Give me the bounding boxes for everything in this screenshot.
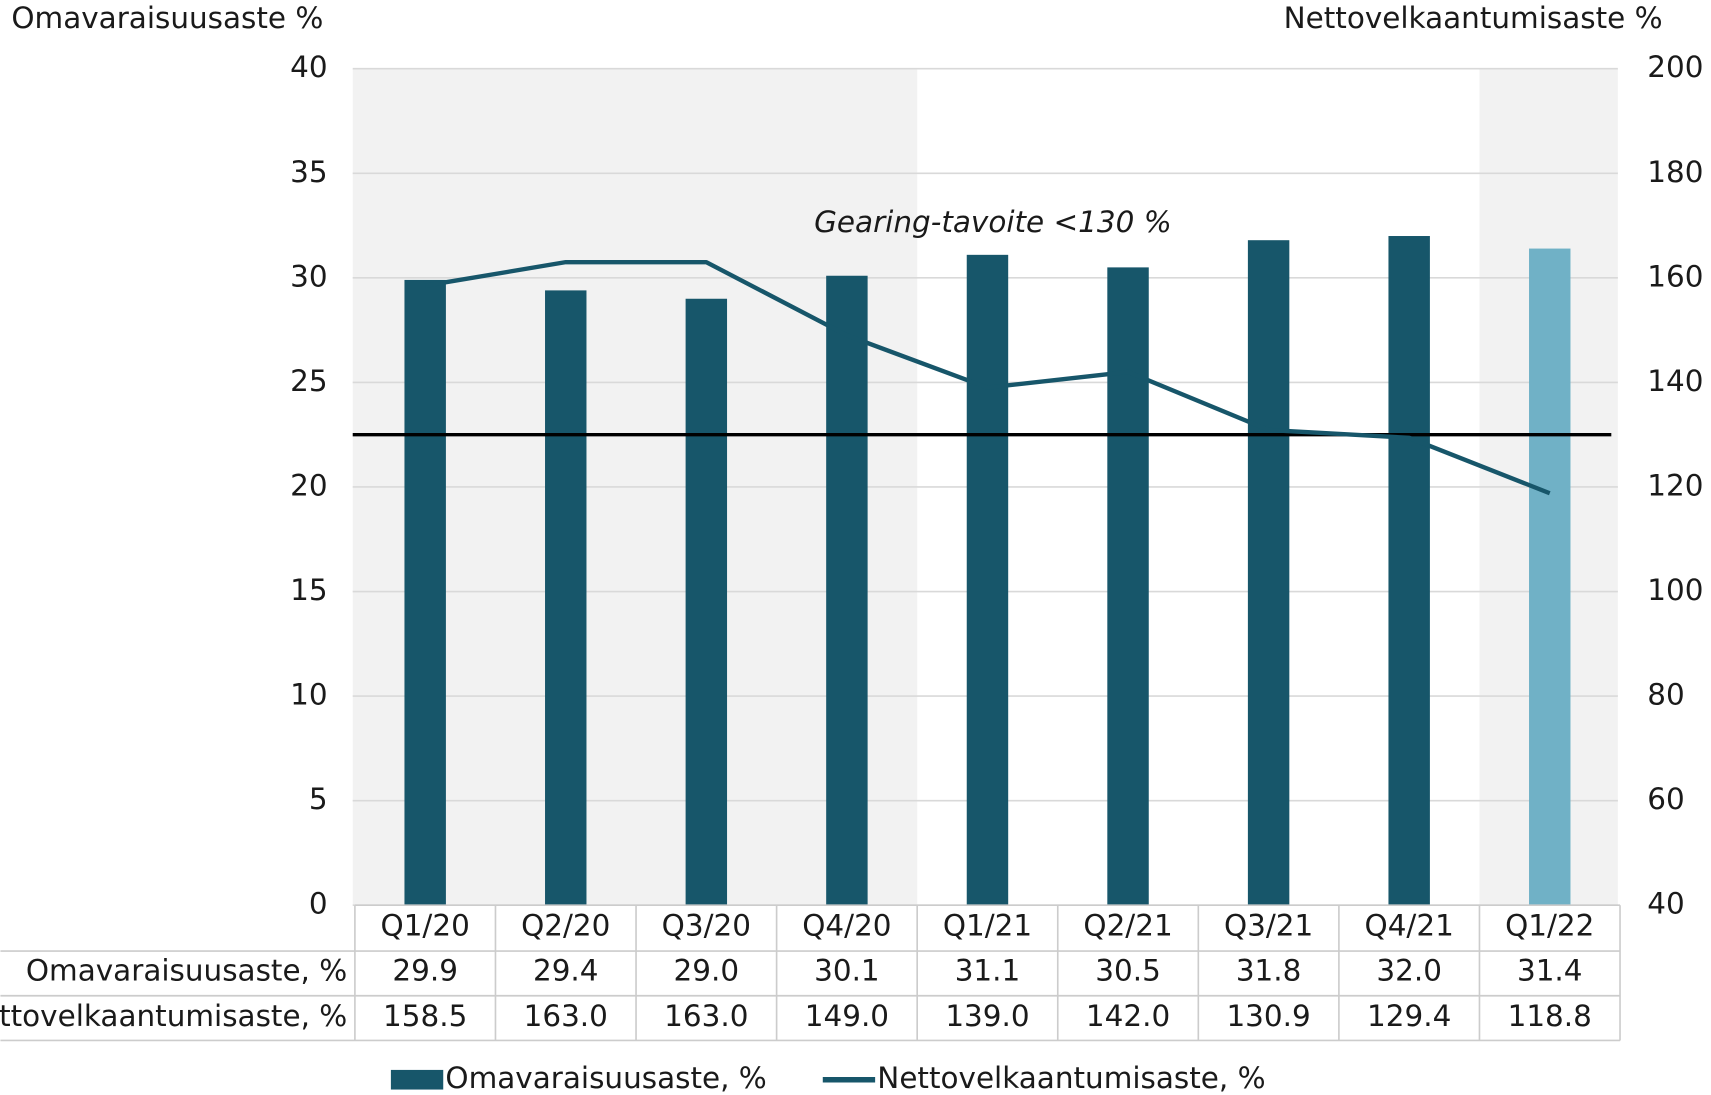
table-cell: 149.0	[805, 999, 889, 1033]
table-cell: 30.5	[1095, 953, 1161, 987]
y-tick-label: 0	[309, 887, 328, 921]
table-cell: 31.8	[1236, 953, 1302, 987]
y-tick-label: 5	[309, 782, 328, 816]
bar	[404, 279, 446, 906]
y-tick-label: 30	[290, 259, 327, 293]
x-tick-label: Q2/20	[521, 909, 610, 943]
table-cell: 31.1	[955, 953, 1021, 987]
y-tick-label: 35	[290, 155, 327, 189]
table-cell: 118.8	[1508, 999, 1592, 1033]
x-tick-label: Q1/21	[943, 909, 1032, 943]
annotation: Gearing-tavoite <130 %	[814, 205, 1172, 239]
table-cell: 142.0	[1086, 999, 1170, 1033]
bar	[545, 290, 587, 906]
y2-tick-label: 180	[1647, 155, 1703, 189]
y2-tick-label: 80	[1647, 678, 1684, 712]
x-tick-label: Q3/21	[1224, 909, 1313, 943]
y-tick-label: 10	[290, 678, 327, 712]
legend-swatch	[390, 1069, 444, 1090]
table-row-label: Nettovelkaantumisaste, %	[0, 999, 347, 1033]
bar	[1107, 267, 1149, 906]
y-tick-label: 40	[290, 50, 327, 84]
y2-tick-label: 60	[1647, 782, 1684, 816]
y2-axis-title: Nettovelkaantumisaste %	[1284, 1, 1663, 35]
x-tick-label: Q1/22	[1505, 909, 1594, 943]
bar	[826, 275, 868, 906]
x-tick-label: Q1/20	[381, 909, 470, 943]
table-cell: 163.0	[664, 999, 748, 1033]
line	[424, 259, 1551, 496]
bar	[1529, 248, 1571, 906]
table-cell: 163.0	[524, 999, 608, 1033]
y2-tick-label: 160	[1647, 259, 1703, 293]
x-tick-label: Q2/21	[1083, 909, 1172, 943]
table-cell: 29.0	[674, 953, 740, 987]
table-cell: 29.9	[392, 953, 458, 987]
bar	[685, 298, 728, 906]
table-cell: 29.4	[533, 953, 599, 987]
table-cell: 31.4	[1517, 953, 1583, 987]
x-tick-label: Q3/20	[662, 909, 751, 943]
y2-tick-label: 40	[1647, 887, 1684, 921]
x-tick-label: Q4/20	[802, 909, 891, 943]
table-row-label: Omavaraisuusaste, %	[26, 953, 347, 987]
y-tick-label: 25	[290, 364, 327, 398]
bar	[1247, 240, 1290, 906]
y2-tick-label: 140	[1647, 364, 1703, 398]
table-cell: 130.9	[1226, 999, 1310, 1033]
y-tick-label: 20	[290, 468, 327, 502]
y2-tick-label: 200	[1647, 50, 1703, 84]
y2-tick-label: 120	[1647, 468, 1703, 502]
table-cell: 129.4	[1367, 999, 1451, 1033]
y-tick-label: 15	[290, 573, 327, 607]
y-axis-title: Omavaraisuusaste %	[11, 1, 323, 35]
bar	[966, 254, 1009, 906]
table-cell: 158.5	[383, 999, 467, 1033]
table-cell: 32.0	[1376, 953, 1442, 987]
bar	[1388, 236, 1430, 906]
legend-label: Omavaraisuusaste, %	[445, 1061, 766, 1095]
legend-label: Nettovelkaantumisaste, %	[877, 1061, 1265, 1095]
table-cell: 139.0	[945, 999, 1029, 1033]
y2-tick-label: 100	[1647, 573, 1703, 607]
x-tick-label: Q4/21	[1365, 909, 1454, 943]
table-cell: 30.1	[814, 953, 880, 987]
